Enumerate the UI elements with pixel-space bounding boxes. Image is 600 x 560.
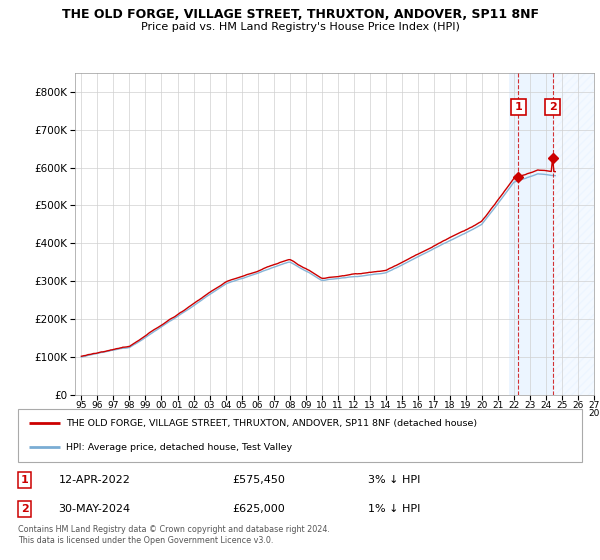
Text: 30-MAY-2024: 30-MAY-2024 [59,504,131,514]
Text: Price paid vs. HM Land Registry's House Price Index (HPI): Price paid vs. HM Land Registry's House … [140,22,460,32]
Bar [509,73,554,395]
Text: 3% ↓ HPI: 3% ↓ HPI [368,475,420,485]
Text: THE OLD FORGE, VILLAGE STREET, THRUXTON, ANDOVER, SP11 8NF (detached house): THE OLD FORGE, VILLAGE STREET, THRUXTON,… [66,419,477,428]
Text: 2: 2 [21,504,29,514]
Text: £575,450: £575,450 [232,475,285,485]
Text: 1: 1 [515,102,522,112]
Text: 2: 2 [549,102,557,112]
Text: HPI: Average price, detached house, Test Valley: HPI: Average price, detached house, Test… [66,442,292,451]
Text: Contains HM Land Registry data © Crown copyright and database right 2024.
This d: Contains HM Land Registry data © Crown c… [18,525,330,545]
Text: 12-APR-2022: 12-APR-2022 [59,475,130,485]
Text: £625,000: £625,000 [232,504,285,514]
Bar [554,73,594,395]
Text: THE OLD FORGE, VILLAGE STREET, THRUXTON, ANDOVER, SP11 8NF: THE OLD FORGE, VILLAGE STREET, THRUXTON,… [62,8,539,21]
Text: 1% ↓ HPI: 1% ↓ HPI [368,504,420,514]
FancyBboxPatch shape [18,409,582,462]
Text: 1: 1 [21,475,29,485]
